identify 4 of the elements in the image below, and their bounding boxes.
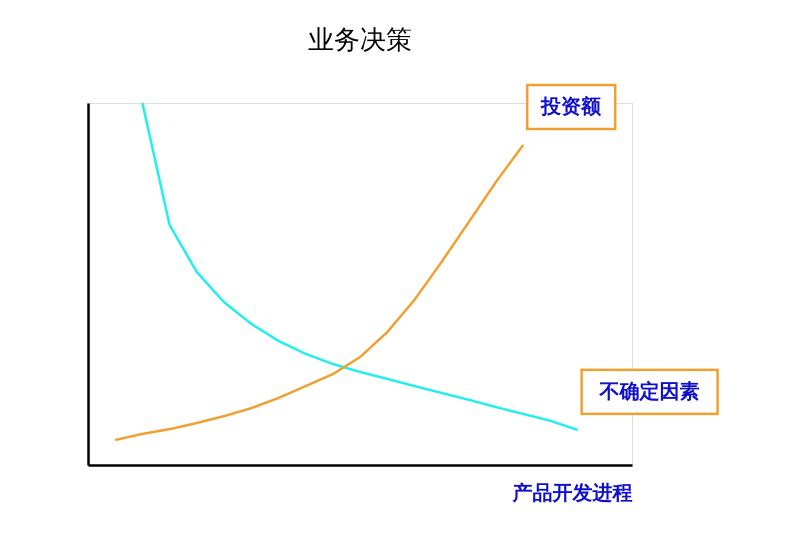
series-label: 不确定因素: [598, 378, 700, 403]
x-axis-title: 产品开发进程: [512, 480, 632, 504]
chart-title: 业务决策: [308, 26, 412, 55]
series-label: 投资额: [540, 94, 602, 118]
